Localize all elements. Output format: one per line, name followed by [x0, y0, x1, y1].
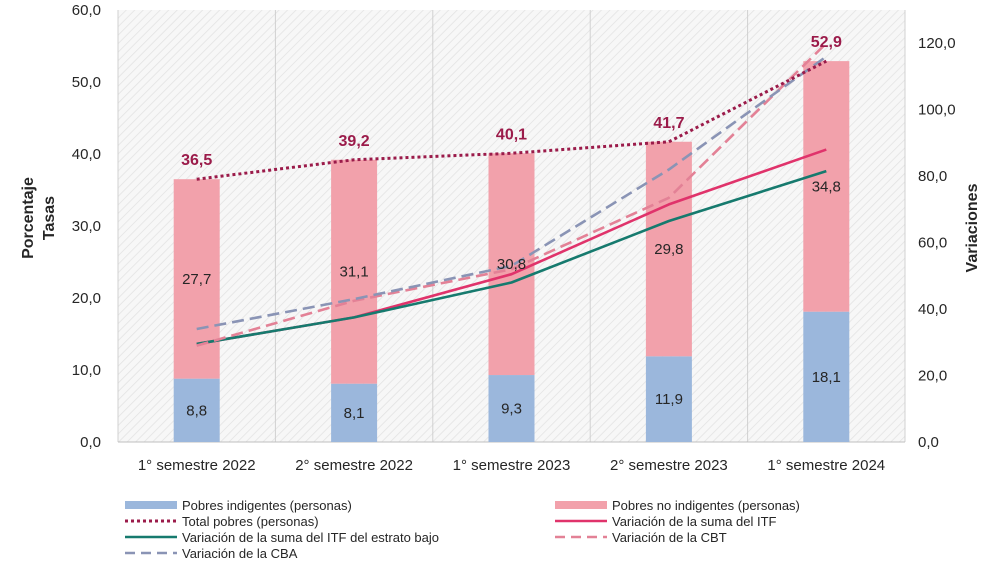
legend: Pobres indigentes (personas) Pobres no in…	[125, 498, 800, 561]
y-left-tick-label: 60,0	[72, 2, 101, 19]
y-left-tick-label: 10,0	[72, 362, 101, 379]
y-left-tick-label: 30,0	[72, 218, 101, 235]
bar-indigentes	[645, 356, 692, 442]
x-category-label: 1° semestre 2022	[138, 457, 256, 474]
total-value-label: 52,9	[811, 34, 842, 51]
bar-value-label: 30,8	[497, 256, 526, 273]
y-right-tick-label: 40,0	[918, 301, 947, 318]
total-value-label: 36,5	[181, 152, 212, 169]
bar-value-label: 8,1	[344, 405, 365, 422]
y-left-title-line2: Tasas	[41, 196, 58, 240]
bar-indigentes	[331, 383, 378, 442]
x-category-label: 1° semestre 2024	[767, 457, 885, 474]
y-right-tick-label: 100,0	[918, 102, 956, 119]
bar-value-label: 31,1	[339, 264, 368, 281]
legend-swatch	[555, 501, 607, 509]
bars	[173, 61, 850, 442]
y-left-title-line1: Porcentaje	[20, 177, 37, 259]
y-right-tick-label: 80,0	[918, 168, 947, 185]
legend-label: Pobres indigentes (personas)	[182, 498, 352, 513]
legend-label: Pobres no indigentes (personas)	[612, 498, 800, 513]
y-right-title: Variaciones	[964, 183, 981, 272]
y-right-tick-label: 120,0	[918, 35, 956, 52]
bar-indigentes	[173, 378, 220, 442]
series-lines	[196, 42, 828, 347]
bar-value-label: 27,7	[182, 271, 211, 288]
legend-swatch	[125, 501, 177, 509]
y-left-tick-label: 50,0	[72, 74, 101, 91]
x-category-label: 2° semestre 2023	[610, 457, 728, 474]
y-left-tick-label: 0,0	[80, 434, 101, 451]
bar-value-label: 29,8	[654, 241, 683, 258]
legend-label: Total pobres (personas)	[182, 514, 319, 529]
y-right-tick-label: 0,0	[918, 434, 939, 451]
grid	[117, 10, 906, 443]
bar-value-label: 11,9	[655, 391, 683, 408]
axes: 0,0 10,0 20,0 30,0 40,0 50,0 60,0 0,0 20,0 40,0 60…	[20, 2, 981, 474]
bar-value-label: 34,8	[812, 178, 841, 195]
y-left-tick-label: 40,0	[72, 146, 101, 163]
legend-label: Variación de la suma del ITF del estrato…	[182, 530, 439, 545]
x-category-label: 2° semestre 2022	[295, 457, 413, 474]
total-value-label: 39,2	[339, 133, 370, 150]
total-value-label: 41,7	[653, 115, 684, 132]
bar-no-indigentes	[488, 153, 535, 376]
legend-label: Variación de la CBA	[182, 546, 298, 561]
line-cbt	[196, 42, 828, 347]
data-labels: 8,8 27,7 8,1 31,1 9,3 30,8 11,9 29,8 18,1 34,8 36,…	[181, 34, 842, 422]
total-value-label: 40,1	[496, 126, 527, 143]
bar-value-label: 8,8	[186, 402, 207, 419]
legend-label: Variación de la CBT	[612, 530, 727, 545]
bar-no-indigentes	[803, 61, 850, 312]
y-left-tick-label: 20,0	[72, 290, 101, 307]
bar-indigentes	[488, 375, 535, 442]
legend-label: Variación de la suma del ITF	[612, 514, 777, 529]
line-itf_bajo	[196, 169, 827, 346]
y-right-tick-label: 20,0	[918, 368, 947, 385]
bar-value-label: 18,1	[812, 369, 841, 386]
x-category-label: 1° semestre 2023	[453, 457, 571, 474]
bar-no-indigentes	[331, 159, 378, 384]
bar-value-label: 9,3	[501, 401, 522, 418]
bar-indigentes	[803, 311, 850, 442]
y-right-tick-label: 60,0	[918, 235, 947, 252]
